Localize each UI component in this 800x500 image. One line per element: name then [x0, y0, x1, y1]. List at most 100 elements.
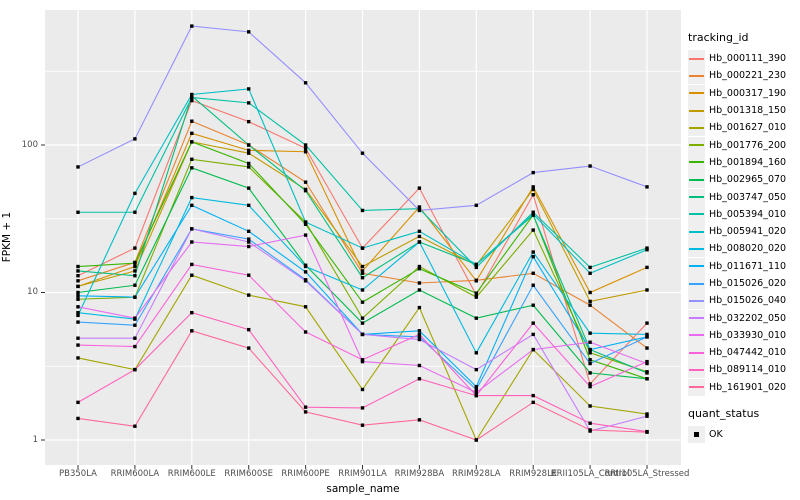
- data-point-Hb_000111_390: [531, 193, 535, 197]
- y-tick-label: 10: [27, 287, 38, 297]
- x-tick-label: RRIM600LE: [167, 469, 216, 479]
- data-point-Hb_008020_020: [76, 310, 80, 315]
- x-tick-label: RRIM600LA: [110, 469, 160, 479]
- legend-item-label: Hb_001318_150: [709, 105, 787, 117]
- data-point-Hb_032202_050: [645, 414, 649, 418]
- data-point-Hb_008020_020: [417, 240, 422, 244]
- data-point-Hb_033930_010: [588, 340, 592, 344]
- data-point-Hb_047442_010: [531, 321, 535, 325]
- data-point-Hb_032202_050: [474, 367, 478, 372]
- data-point-Hb_000221_230: [76, 279, 80, 283]
- x-tick-label: RRIM928LE: [509, 469, 558, 479]
- data-point-Hb_008020_020: [360, 288, 365, 292]
- data-point-Hb_005941_020: [360, 246, 365, 250]
- x-tick-label: RRIM600SE: [224, 469, 274, 479]
- legend-item-label: Hb_001776_200: [709, 139, 787, 151]
- legend-key: [688, 292, 705, 310]
- black-square-marker-icon: [694, 432, 699, 437]
- data-point-Hb_002965_070: [190, 166, 194, 170]
- data-point-Hb_000317_190: [531, 185, 535, 189]
- data-point-Hb_015026_020: [417, 335, 422, 339]
- legend-key-line-icon: [689, 144, 704, 147]
- legend-item: Hb_033930_010: [688, 326, 800, 344]
- data-point-Hb_032202_050: [133, 336, 137, 340]
- legend-key: [688, 136, 705, 154]
- data-point-Hb_000317_190: [588, 290, 592, 295]
- data-point-Hb_000317_190: [417, 205, 422, 209]
- data-point-Hb_005394_010: [190, 95, 194, 100]
- data-point-Hb_015026_020: [531, 283, 535, 287]
- data-point-Hb_002965_070: [474, 316, 478, 320]
- legend-item-label: Hb_001627_010: [709, 122, 787, 134]
- data-point-Hb_001627_010: [360, 387, 365, 392]
- legend-key: [688, 326, 705, 344]
- data-point-Hb_000111_390: [303, 146, 308, 150]
- legend-key: [688, 50, 705, 68]
- x-tick-label: RRII105LA_Stressed: [604, 469, 690, 479]
- data-point-Hb_001894_160: [190, 140, 194, 144]
- data-point-Hb_032202_050: [360, 332, 365, 337]
- data-point-Hb_005941_020: [531, 212, 535, 216]
- data-point-Hb_000317_190: [190, 131, 194, 136]
- legend-key-line-icon: [689, 317, 704, 320]
- data-point-Hb_015026_040: [133, 137, 137, 141]
- data-point-Hb_005941_020: [303, 220, 308, 224]
- data-point-Hb_011671_110: [190, 203, 194, 208]
- legend-key-line-icon: [689, 247, 704, 250]
- legend-item: Hb_001627_010: [688, 119, 800, 137]
- data-point-Hb_089114_010: [247, 327, 251, 332]
- data-point-Hb_015026_040: [190, 24, 194, 28]
- legend-item: Hb_089114_010: [688, 361, 800, 379]
- data-point-Hb_161901_020: [531, 400, 535, 405]
- data-point-Hb_001627_010: [247, 293, 251, 297]
- legend-item: Hb_000317_190: [688, 84, 800, 102]
- legend-item-label: Hb_015026_040: [709, 295, 787, 307]
- y-tick-label: 100: [21, 139, 38, 150]
- data-point-Hb_000111_390: [76, 273, 80, 278]
- data-point-Hb_047442_010: [303, 330, 308, 334]
- legend-item: Hb_001318_150: [688, 102, 800, 120]
- data-point-Hb_002965_070: [531, 303, 535, 307]
- data-point-Hb_005394_010: [417, 206, 422, 211]
- legend-item-label: OK: [709, 429, 723, 441]
- data-point-Hb_015026_020: [247, 237, 251, 241]
- data-point-Hb_008020_020: [190, 195, 194, 200]
- legend-item: Hb_015026_040: [688, 292, 800, 310]
- legend-item-quant-ok: OK: [688, 426, 800, 444]
- data-point-Hb_047442_010: [645, 359, 649, 364]
- data-point-Hb_047442_010: [190, 262, 194, 267]
- data-point-Hb_001894_160: [417, 266, 422, 271]
- data-point-Hb_001776_200: [76, 297, 80, 301]
- data-point-Hb_161901_020: [645, 430, 649, 434]
- data-point-Hb_005394_010: [133, 210, 137, 214]
- data-point-Hb_005394_010: [247, 101, 251, 105]
- data-point-Hb_000111_390: [474, 293, 478, 297]
- legend-tracking-items: Hb_000111_390 Hb_000221_230 Hb_000317_190 H…: [688, 50, 800, 396]
- data-point-Hb_015026_020: [474, 387, 478, 392]
- legend-key-line-icon: [689, 57, 704, 60]
- data-point-Hb_008020_020: [303, 264, 308, 269]
- legend-key-line-icon: [689, 299, 704, 302]
- data-point-Hb_000111_390: [247, 119, 251, 124]
- legend-key: [688, 153, 705, 171]
- data-point-Hb_000221_230: [303, 180, 308, 184]
- data-point-Hb_000317_190: [133, 264, 137, 269]
- data-point-Hb_001894_160: [133, 261, 137, 265]
- data-point-Hb_047442_010: [76, 343, 80, 347]
- y-tick-label: 1: [32, 434, 38, 445]
- data-point-Hb_033930_010: [417, 363, 422, 368]
- data-point-Hb_032202_050: [76, 336, 80, 340]
- legend-key: [688, 361, 705, 379]
- legend-key-line-icon: [689, 386, 704, 389]
- data-point-Hb_015026_040: [645, 185, 649, 189]
- data-point-Hb_015026_040: [247, 30, 251, 34]
- data-point-Hb_008020_020: [645, 332, 649, 337]
- data-point-Hb_033930_010: [645, 361, 649, 366]
- data-point-Hb_001318_150: [247, 151, 251, 155]
- data-point-Hb_001627_010: [645, 412, 649, 416]
- data-point-Hb_161901_020: [588, 428, 592, 432]
- data-point-Hb_161901_020: [190, 329, 194, 333]
- data-point-Hb_089114_010: [417, 377, 422, 381]
- data-point-Hb_003747_050: [645, 371, 649, 375]
